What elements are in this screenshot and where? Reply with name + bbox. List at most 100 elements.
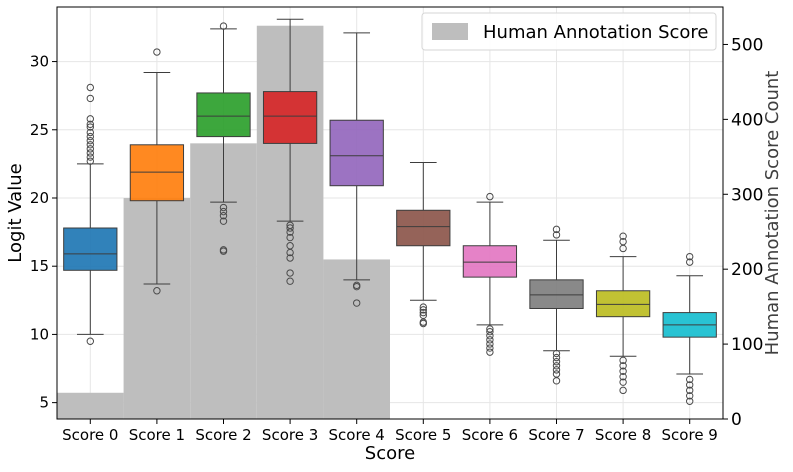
outlier-point [153, 48, 161, 56]
y2-axis-title: Human Annotation Score Count [762, 71, 783, 356]
legend: Human Annotation Score [421, 12, 717, 51]
outlier-point [486, 336, 494, 344]
outlier-point [486, 348, 494, 356]
x-axis-title: Score [365, 443, 415, 464]
outlier-point [219, 212, 228, 220]
outlier-point [86, 153, 95, 161]
x-tick-label: Score 3 [262, 426, 318, 444]
outlier-point [219, 246, 228, 254]
box-5 [396, 162, 451, 328]
plot-frame [56, 6, 724, 420]
legend-box [421, 12, 717, 51]
x-tick-label: Score 0 [62, 426, 118, 444]
y2-tick-label: 0 [731, 410, 742, 430]
outlier-point [86, 149, 95, 157]
outlier-point [619, 373, 627, 381]
outlier-point [552, 225, 561, 234]
outlier-point [486, 192, 494, 201]
outlier-point [419, 306, 427, 314]
box-1 [129, 48, 185, 295]
outlier-point [219, 203, 228, 212]
outlier-point [419, 308, 427, 317]
y-tick-label: 15 [30, 257, 49, 275]
outlier-point [552, 362, 561, 370]
outlier-point [286, 242, 294, 250]
y-tick-label: 25 [30, 121, 49, 139]
outlier-point [619, 367, 627, 375]
y-tick-label: 20 [30, 189, 49, 207]
y2-tick-label: 100 [731, 335, 763, 355]
legend-label: Human Annotation Score [483, 22, 708, 43]
outlier-point [619, 362, 627, 370]
outlier-point [686, 381, 694, 389]
outlier-point [552, 358, 561, 366]
outlier-point [219, 22, 228, 30]
outlier-point [286, 233, 294, 242]
outlier-point [86, 157, 95, 165]
box-8 [595, 232, 651, 395]
outlier-point [419, 311, 427, 320]
outlier-point [619, 386, 627, 395]
outlier-point [219, 207, 228, 216]
box-iqr [529, 279, 584, 309]
y2-tick-label: 400 [731, 110, 763, 130]
x-tick-label: Score 1 [129, 426, 185, 444]
outlier-point [286, 269, 294, 277]
box-iqr [462, 245, 518, 278]
outlier-point [86, 94, 95, 103]
outlier-point [153, 287, 161, 295]
outlier-point [552, 353, 561, 362]
outlier-point [86, 132, 95, 141]
x-tick-label: Score 2 [195, 426, 251, 444]
outlier-point [286, 277, 294, 285]
outlier-point [86, 83, 95, 92]
y2-tick-label: 300 [731, 185, 763, 205]
legend-swatch [432, 23, 468, 40]
outlier-point [486, 340, 494, 348]
outlier-point [619, 378, 627, 386]
box-0 [63, 83, 118, 345]
y2-tick-label: 500 [731, 35, 763, 55]
outlier-point [486, 327, 494, 336]
y-tick-label: 5 [39, 394, 49, 412]
outlier-point [619, 356, 627, 365]
box-3 [262, 18, 318, 285]
outlier-point [552, 366, 561, 374]
box-4 [329, 32, 384, 307]
outlier-point [86, 141, 95, 149]
box-2 [196, 22, 251, 255]
outlier-point [686, 258, 694, 266]
histogram-bar [323, 259, 390, 419]
box-6 [462, 192, 518, 356]
box-plots [63, 18, 717, 405]
box-iqr [63, 227, 118, 271]
outlier-point [286, 221, 294, 229]
y-tick-label: 30 [30, 53, 49, 71]
outlier-point [86, 136, 95, 145]
outlier-point [552, 349, 561, 358]
x-tick-label: Score 7 [528, 426, 584, 444]
outlier-point [286, 224, 294, 232]
x-tick-label: Score 8 [595, 426, 651, 444]
outlier-point [619, 232, 627, 240]
y-tick-label: 10 [30, 325, 49, 343]
box-7 [529, 225, 584, 385]
outlier-point [486, 344, 494, 352]
outlier-point [86, 115, 95, 123]
box-iqr [129, 144, 185, 202]
x-tick-label: Score 9 [662, 426, 718, 444]
outlier-point [353, 299, 361, 307]
outlier-point [486, 325, 494, 333]
y2-tick-label: 200 [731, 260, 763, 280]
box-9 [662, 252, 717, 405]
outlier-point [419, 303, 427, 311]
outlier-point [686, 392, 694, 400]
outlier-point [219, 217, 228, 225]
outlier-point [86, 145, 95, 153]
box-iqr [329, 119, 384, 187]
box-iqr [396, 209, 451, 247]
outlier-point [552, 231, 561, 239]
outlier-point [353, 281, 361, 290]
